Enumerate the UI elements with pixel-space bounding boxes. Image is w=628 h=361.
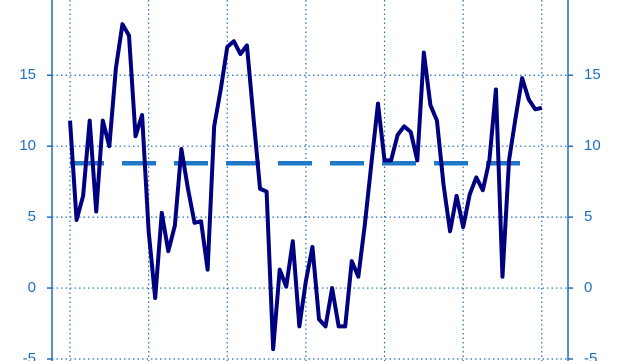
data-line	[68, 22, 543, 352]
y-tick-label: 10	[19, 137, 36, 154]
y-tick-label: -5	[23, 350, 36, 361]
y2-tick-label: 0	[584, 279, 592, 296]
y2-tick-label: 15	[584, 66, 601, 83]
y2-tick-label: -5	[584, 350, 597, 361]
y-tick-label: 15	[19, 66, 36, 83]
y-tick-label: 0	[28, 279, 36, 296]
y2-tick-label: 10	[584, 137, 601, 154]
y2-tick-label: 5	[584, 208, 592, 225]
y-tick-label: 5	[28, 208, 36, 225]
